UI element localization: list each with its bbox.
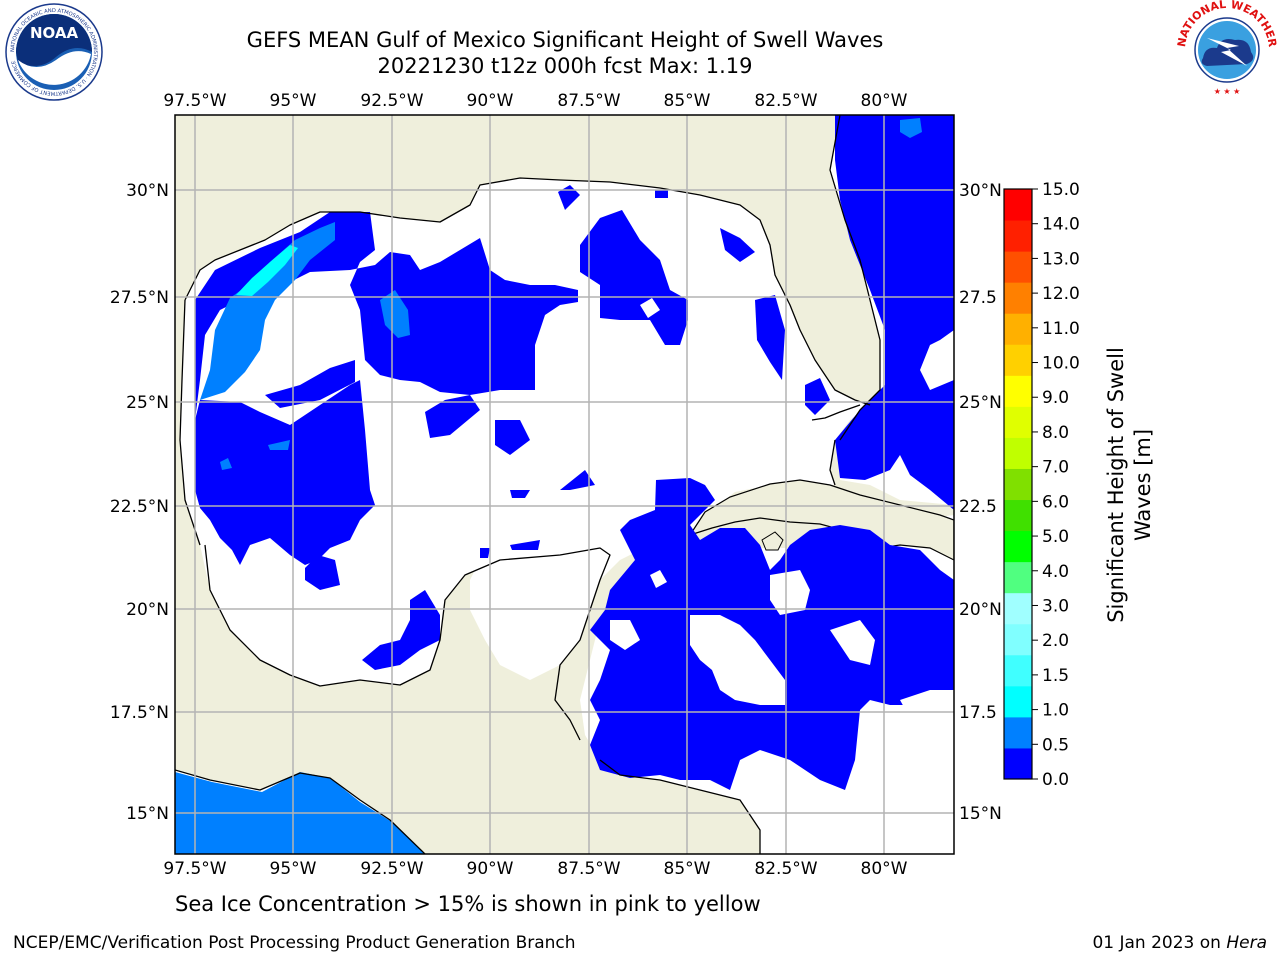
colorbar-tick-label: 10.0 xyxy=(1042,354,1080,374)
lon-label: 92.5°W xyxy=(360,91,423,111)
lon-label: 80°W xyxy=(861,91,908,111)
colorbar-tick-label: 7.0 xyxy=(1042,458,1069,478)
lon-label: 97.5°W xyxy=(163,859,226,879)
colorbar-tick-label: 3.0 xyxy=(1042,596,1069,616)
lat-label: 20°N xyxy=(126,600,169,620)
cuba-land xyxy=(688,479,954,561)
colorbar-tick-label: 9.0 xyxy=(1042,388,1069,408)
colorbar-tick-label: 0.0 xyxy=(1042,770,1069,790)
lon-label: 90°W xyxy=(467,859,514,879)
colorbar-tick-label: 6.0 xyxy=(1042,492,1069,512)
footer-credit: NCEP/EMC/Verification Post Processing Pr… xyxy=(13,933,576,953)
coastline xyxy=(175,115,881,854)
map-title: GEFS MEAN Gulf of Mexico Significant Hei… xyxy=(246,28,884,52)
colorbar-tick-label: 0.5 xyxy=(1042,735,1069,755)
lon-label: 85°W xyxy=(664,91,711,111)
colorbar-tick-label: 5.0 xyxy=(1042,527,1069,547)
lon-label: 82.5°W xyxy=(754,91,817,111)
isla-juventud-land xyxy=(761,531,784,551)
colorbar-swatch xyxy=(1004,530,1032,563)
lon-label: 85°W xyxy=(664,859,711,879)
lon-label: 90°W xyxy=(467,91,514,111)
colorbar-tick-label: 1.5 xyxy=(1042,666,1069,686)
lat-label: 30°N xyxy=(126,181,169,201)
colorbar-label-line1: Significant Height of Swell xyxy=(1104,347,1128,623)
colorbar-swatch xyxy=(1004,313,1032,345)
svg-text:★ ★ ★: ★ ★ ★ xyxy=(1214,87,1241,96)
map-subtitle: 20221230 t12z 000h fcst Max: 1.19 xyxy=(377,54,753,78)
colorbar-swatch xyxy=(1004,437,1032,469)
footer-date: 01 Jan 2023 on Hera xyxy=(1092,933,1267,953)
lat-label: 25°N xyxy=(126,393,169,413)
noaa-logo-text: NOAA xyxy=(30,24,79,42)
colorbar-tick-label: 14.0 xyxy=(1042,215,1080,235)
colorbar-swatch xyxy=(1004,592,1032,625)
colorbar-tick-label: 2.0 xyxy=(1042,631,1069,651)
colorbar-swatch xyxy=(1004,499,1032,532)
lon-label: 95°W xyxy=(270,91,317,111)
lat-label: 27.5°N xyxy=(110,288,169,308)
colorbar-swatch xyxy=(1004,623,1032,656)
lat-label: 22.5 xyxy=(959,497,997,517)
colorbar-swatch xyxy=(1004,747,1032,780)
colorbar-tick-label: 11.0 xyxy=(1042,319,1080,339)
lon-label: 92.5°W xyxy=(360,859,423,879)
lat-labels-right: 30°N 27.5 25°N 22.5 20°N 17.5 15°N xyxy=(959,181,1002,824)
lon-label: 82.5°W xyxy=(754,859,817,879)
colorbar-swatch xyxy=(1004,654,1032,687)
colorbar-swatch xyxy=(1004,406,1032,438)
lon-label: 95°W xyxy=(270,859,317,879)
lat-label: 17.5°N xyxy=(110,703,169,723)
lat-label: 30°N xyxy=(959,181,1002,201)
lat-label: 15°N xyxy=(959,804,1002,824)
national-weather-service-logo-icon: NATIONAL WEATHER SERVICE ★ ★ ★ xyxy=(1177,0,1277,97)
colorbar-swatch xyxy=(1004,251,1032,283)
lon-label: 97.5°W xyxy=(163,91,226,111)
lon-label: 80°W xyxy=(861,859,908,879)
lon-labels-top: 97.5°W 95°W 92.5°W 90°W 87.5°W 85°W 82.5… xyxy=(163,91,907,111)
colorbar: 0.0 0.5 1.0 1.5 2.0 3.0 4.0 5.0 6.0 7.0 8.0 9.0 10.0… xyxy=(1003,180,1080,790)
colorbar-swatch xyxy=(1004,344,1032,376)
colorbar-frame xyxy=(1003,188,1033,780)
lat-labels-left: 30°N 27.5°N 25°N 22.5°N 20°N 17.5°N 15°N xyxy=(110,181,169,824)
lon-label: 87.5°W xyxy=(557,91,620,111)
colorbar-tick-label: 8.0 xyxy=(1042,423,1069,443)
colorbar-tick-label: 12.0 xyxy=(1042,284,1080,304)
lat-label: 27.5 xyxy=(959,288,997,308)
colorbar-tick-label: 4.0 xyxy=(1042,562,1069,582)
colorbar-tick-label: 1.0 xyxy=(1042,701,1069,721)
lat-label: 17.5 xyxy=(959,703,997,723)
noaa-logo-icon: NOAA NATIONAL OCEANIC AND ATMOSPHERIC AD… xyxy=(5,3,103,101)
colorbar-swatch xyxy=(1004,685,1032,718)
colorbar-swatch xyxy=(1004,716,1032,749)
colorbar-swatch xyxy=(1004,189,1032,221)
graticule xyxy=(175,115,954,854)
colorbar-swatch xyxy=(1004,561,1032,594)
colorbar-swatch xyxy=(1004,282,1032,314)
lon-label: 87.5°W xyxy=(557,859,620,879)
sea-ice-caption: Sea Ice Concentration > 15% is shown in … xyxy=(175,892,761,916)
colorbar-swatch xyxy=(1004,375,1032,407)
lat-label: 15°N xyxy=(126,804,169,824)
colorbar-swatch xyxy=(1004,220,1032,252)
lat-label: 25°N xyxy=(959,393,1002,413)
map-frame xyxy=(174,114,955,855)
swell-contours-high xyxy=(236,245,298,296)
footer-host: Hera xyxy=(1226,933,1267,953)
lat-label: 22.5°N xyxy=(110,497,169,517)
footer-date-text: 01 Jan 2023 on xyxy=(1092,933,1227,953)
colorbar-label-line2: Waves [m] xyxy=(1131,429,1155,541)
colorbar-tick-label: 15.0 xyxy=(1042,180,1080,200)
colorbar-tick-label: 13.0 xyxy=(1042,249,1080,269)
lat-label: 20°N xyxy=(959,600,1002,620)
lon-labels-bottom: 97.5°W 95°W 92.5°W 90°W 87.5°W 85°W 82.5… xyxy=(163,859,907,879)
colorbar-swatch xyxy=(1004,468,1032,501)
